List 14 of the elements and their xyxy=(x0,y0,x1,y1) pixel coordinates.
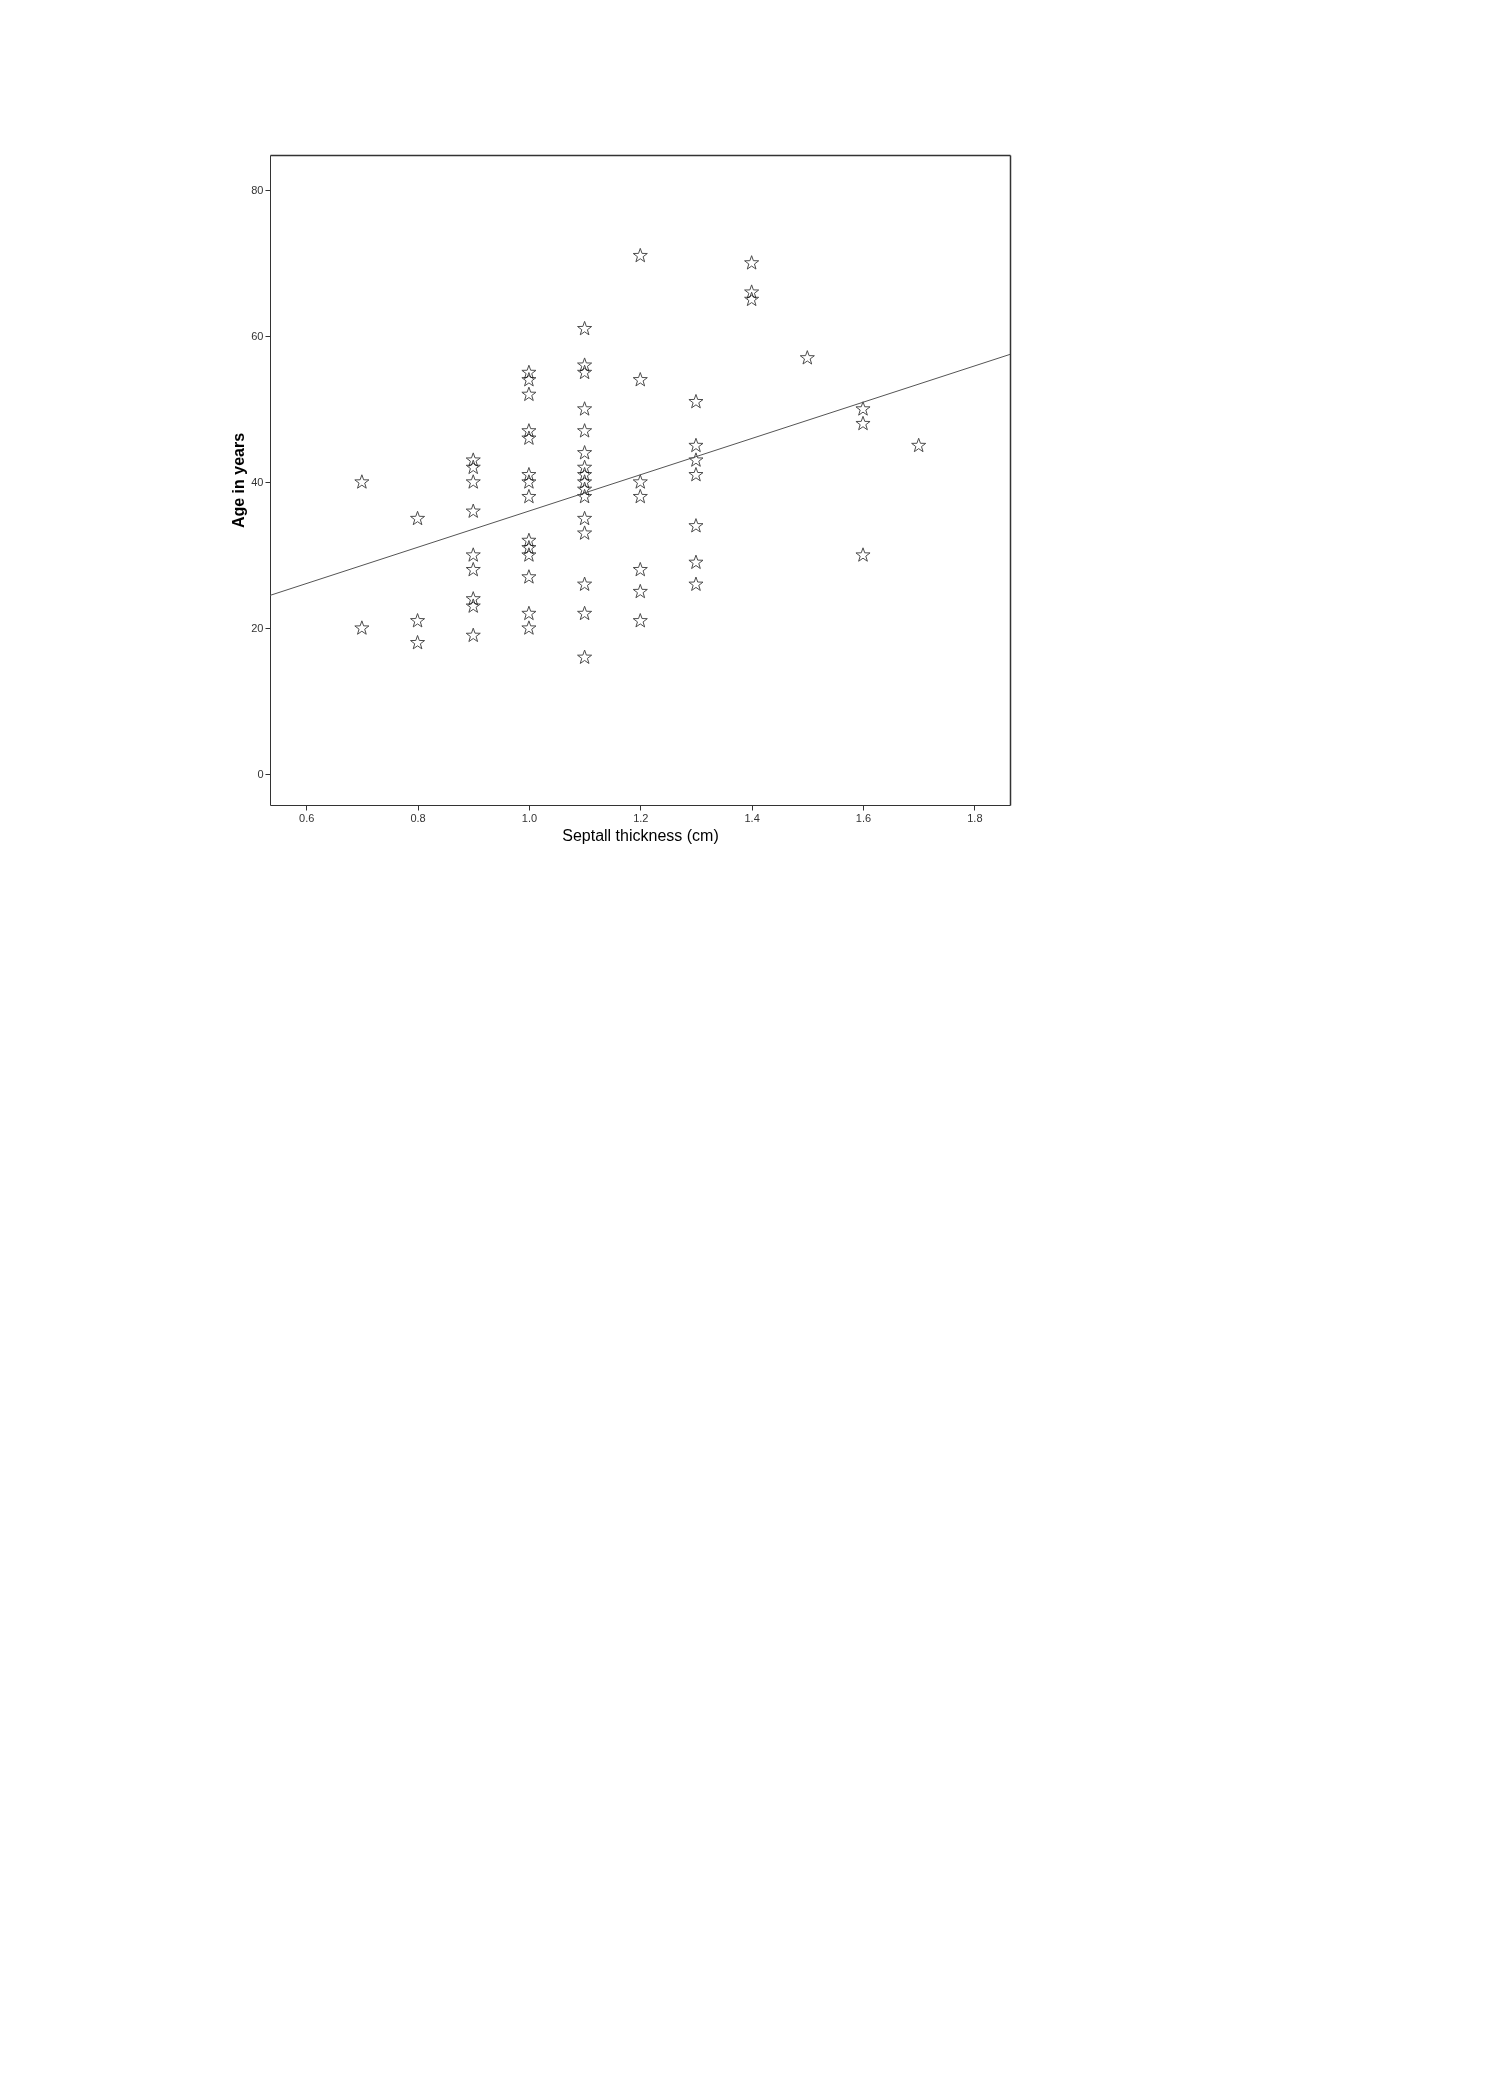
y-tick-label: 60 xyxy=(251,329,264,342)
x-tick-label: 0.8 xyxy=(410,811,426,824)
y-axis-title: Age in years xyxy=(230,432,248,529)
x-tick-label: 1.6 xyxy=(855,811,872,824)
x-tick-label: 1.2 xyxy=(633,811,649,824)
x-tick-label: 1.8 xyxy=(967,811,983,824)
y-tick-label: 40 xyxy=(251,475,264,488)
y-tick-label: 0 xyxy=(257,767,264,780)
x-tick-label: 0.6 xyxy=(299,811,315,824)
y-tick-label: 20 xyxy=(251,621,264,634)
x-tick-label: 1.4 xyxy=(744,811,760,824)
y-tick-label: 80 xyxy=(251,183,264,196)
x-axis-title: Septall thickness (cm) xyxy=(562,826,719,844)
x-tick-label: 1.0 xyxy=(521,811,538,824)
